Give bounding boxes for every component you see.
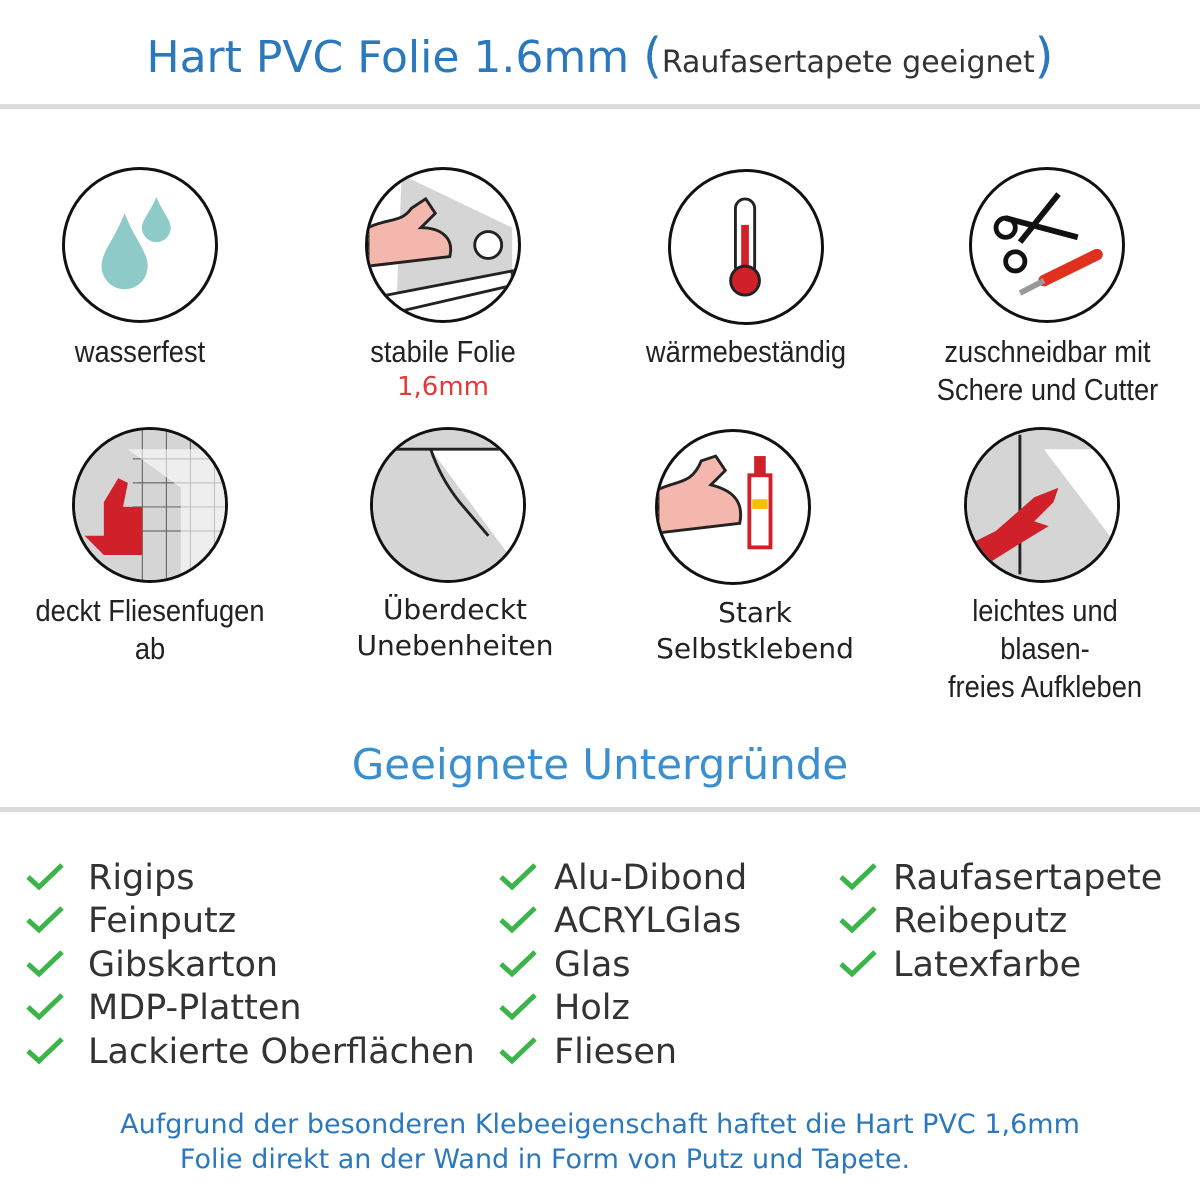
feature-sublabel: 1,6mm — [396, 372, 489, 402]
page-title: Hart PVC Folie 1.6mm (Raufasertapete gee… — [0, 28, 1200, 84]
paren-open: ( — [643, 28, 662, 84]
paren-close: ) — [1034, 28, 1054, 84]
feature-label: stabile Folie — [370, 334, 516, 369]
water-drops-icon — [62, 167, 218, 323]
check-icon — [26, 863, 64, 891]
surface-item: Fliesen — [554, 1032, 678, 1072]
surface-item: Rigips — [88, 858, 195, 898]
feature-label-line: Stark — [718, 596, 792, 629]
surface-item: Alu-Dibond — [554, 858, 748, 898]
check-icon — [499, 1037, 537, 1065]
check-icon — [839, 906, 877, 934]
surface-item: Holz — [554, 988, 630, 1028]
feature-label: wärmebeständig — [645, 334, 847, 369]
surface-item: ACRYLGlas — [554, 901, 742, 941]
scissors-cutter-icon — [969, 167, 1125, 323]
footer-note-line2: Folie direkt an der Wand in Form von Put… — [179, 1144, 911, 1175]
surface-item: Raufasertapete — [893, 858, 1163, 898]
check-icon — [26, 993, 64, 1021]
feature-label-line: freies Aufkleben — [947, 669, 1143, 704]
surface-item: Reibeputz — [893, 901, 1068, 941]
divider — [0, 104, 1200, 109]
surface-item: Feinputz — [88, 901, 237, 941]
check-icon — [26, 950, 64, 978]
divider — [0, 807, 1200, 812]
surface-item: Lackierte Oberflächen — [88, 1032, 475, 1072]
check-icon — [499, 906, 537, 934]
feature-label-line: Unebenheiten — [356, 629, 554, 662]
feature-label-line: Überdeckt — [382, 593, 528, 626]
feature-label-line: Schere und Cutter — [936, 372, 1159, 407]
surface-item: MDP-Platten — [88, 988, 302, 1028]
arm-glue-icon — [655, 429, 811, 585]
check-icon — [26, 906, 64, 934]
check-icon — [499, 863, 537, 891]
feature-label-line: zuschneidbar mit — [944, 334, 1151, 369]
hand-smoothing-icon — [964, 427, 1120, 583]
section-heading: Geeignete Untergründe — [351, 740, 849, 789]
feature-label: leichtes und blasen-freies Aufkleben — [926, 592, 1164, 706]
feature-label: deckt Fliesenfugen ab — [35, 593, 265, 666]
surface-item: Glas — [554, 945, 631, 985]
feature-label-line: leichtes und blasen- — [972, 593, 1118, 666]
check-icon — [499, 950, 537, 978]
thermometer-icon — [668, 169, 824, 325]
thumbs-up-tiles-icon — [72, 427, 228, 583]
surface-item: Latexfarbe — [893, 945, 1082, 985]
feature-label: Stark Selbstklebend — [630, 595, 880, 667]
feature-label-line: Selbstklebend — [656, 632, 854, 665]
check-icon — [839, 950, 877, 978]
check-icon — [26, 1037, 64, 1065]
feature-label: Überdeckt Unebenheiten — [330, 592, 580, 664]
feature-label: zuschneidbar mit Schere und Cutter — [931, 333, 1164, 409]
surface-item: Gibskarton — [88, 945, 279, 985]
title-main: Hart PVC Folie 1.6mm — [146, 32, 630, 83]
check-icon — [839, 863, 877, 891]
footer-note-line1: Aufgrund der besonderen Klebeeigenschaft… — [120, 1109, 1080, 1140]
check-icon — [499, 993, 537, 1021]
title-subtitle: Raufasertapete geeignet — [661, 45, 1035, 80]
feature-label: wasserfest — [74, 334, 206, 369]
strong-arm-roll-icon — [365, 167, 521, 323]
peeling-foil-icon — [370, 427, 526, 583]
